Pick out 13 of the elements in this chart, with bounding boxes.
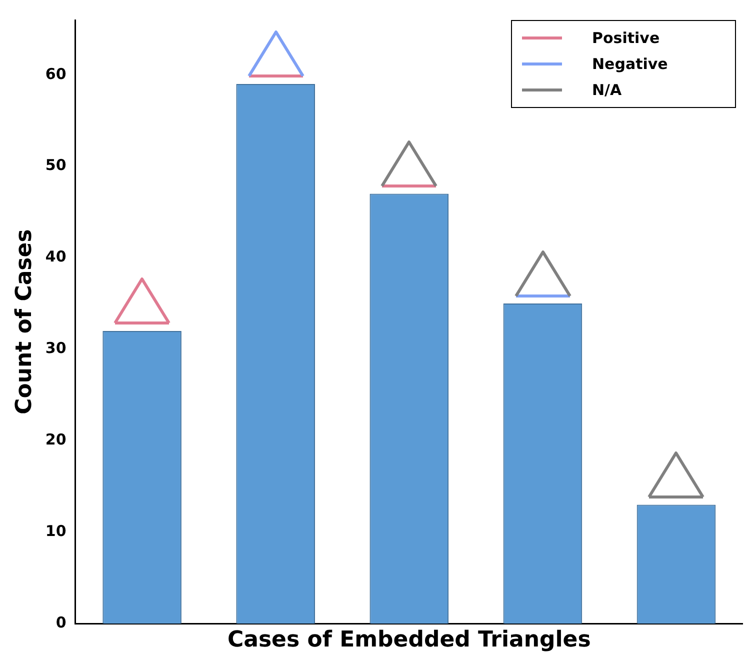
annotation: N/A (592, 81, 622, 99)
y-tick-label: 40 (45, 248, 66, 266)
y-tick-label: 60 (45, 64, 66, 83)
x-axis-title: Cases of Embedded Triangles (227, 628, 591, 653)
y-tick-label: 50 (45, 156, 66, 174)
y-axis-title: Count of Cases (12, 229, 37, 414)
legend-box: Positive Negative N/A (511, 20, 736, 108)
annotation: Positive (592, 29, 660, 47)
y-tick-label: 0 (56, 613, 66, 632)
annotation: Negative (592, 55, 668, 73)
y-tick-label: 20 (45, 430, 66, 449)
y-tick-label: 30 (45, 339, 66, 358)
y-tick-label: 10 (45, 522, 66, 540)
